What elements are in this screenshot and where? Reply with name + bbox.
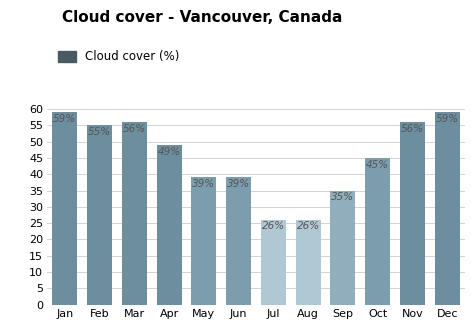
Bar xyxy=(365,158,390,305)
Text: 45%: 45% xyxy=(366,160,389,169)
Bar xyxy=(191,177,216,305)
Bar xyxy=(400,122,425,305)
Text: 39%: 39% xyxy=(227,179,250,189)
Bar xyxy=(330,191,356,305)
Bar xyxy=(122,122,147,305)
Text: Cloud cover - Vancouver, Canada: Cloud cover - Vancouver, Canada xyxy=(62,10,342,25)
Bar xyxy=(296,220,320,305)
Text: 56%: 56% xyxy=(123,124,146,134)
Bar xyxy=(226,177,251,305)
Bar xyxy=(156,145,182,305)
Bar xyxy=(261,220,286,305)
Text: 56%: 56% xyxy=(401,124,424,134)
Text: 49%: 49% xyxy=(157,147,181,157)
Text: 26%: 26% xyxy=(297,221,319,231)
Text: 26%: 26% xyxy=(262,221,285,231)
Bar xyxy=(52,112,77,305)
Text: 35%: 35% xyxy=(331,192,355,202)
Bar xyxy=(435,112,460,305)
Legend: Cloud cover (%): Cloud cover (%) xyxy=(53,46,184,68)
Text: 59%: 59% xyxy=(53,114,76,124)
Text: 39%: 39% xyxy=(192,179,215,189)
Text: 59%: 59% xyxy=(436,114,459,124)
Text: 55%: 55% xyxy=(88,127,111,137)
Bar xyxy=(87,125,112,305)
